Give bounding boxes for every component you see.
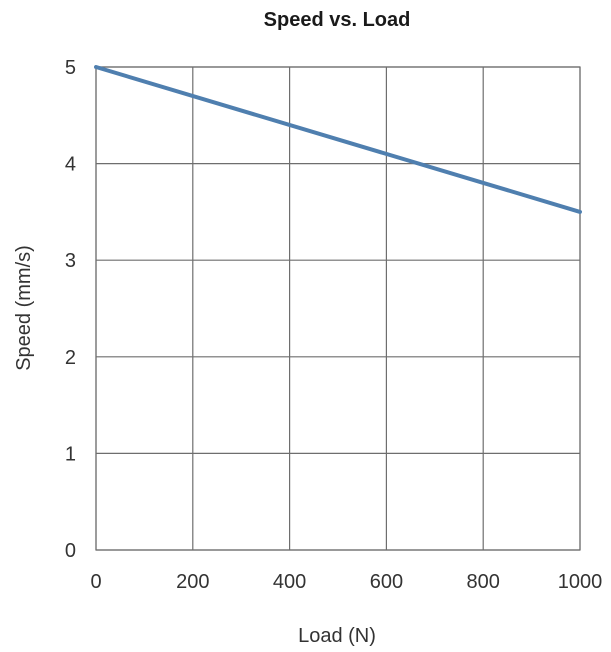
- chart-title: Speed vs. Load: [264, 9, 411, 31]
- series-layer: [94, 65, 582, 214]
- y-tick-label: 5: [65, 57, 76, 79]
- y-tick-label: 3: [65, 250, 76, 272]
- y-tick-label: 1: [65, 443, 76, 465]
- x-tick-label: 800: [467, 571, 500, 593]
- y-tick-labels: 0 1 2 3 4 5: [65, 57, 76, 562]
- y-tick-label: 2: [65, 347, 76, 369]
- x-axis-label: Load (N): [298, 625, 376, 647]
- series-line: [94, 65, 582, 214]
- y-tick-label: 0: [65, 540, 76, 562]
- x-tick-label: 1000: [558, 571, 603, 593]
- x-tick-label: 600: [370, 571, 403, 593]
- y-tick-label: 4: [65, 154, 76, 176]
- x-tick-label: 200: [176, 571, 209, 593]
- plot-frame: [95, 66, 581, 551]
- grid: [95, 66, 581, 551]
- y-axis-label: Speed (mm/s): [13, 245, 35, 371]
- x-tick-label: 400: [273, 571, 306, 593]
- x-tick-labels: 0 200 400 600 800 1000: [90, 571, 602, 593]
- x-tick-label: 0: [90, 571, 101, 593]
